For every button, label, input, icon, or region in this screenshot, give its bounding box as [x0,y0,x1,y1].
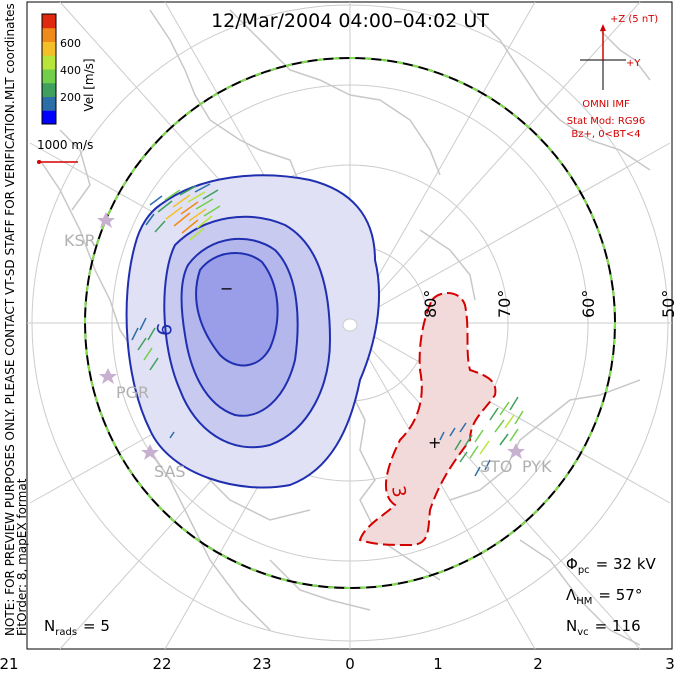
coordinate-system-label: MLT coordinates [3,3,17,100]
imf-condition: Bz+, 0<BT<4 [571,129,640,140]
lat-label-60: 60° [579,290,598,318]
min-potential-mark: − [220,279,233,298]
mlt-tick-22: 22 [152,655,171,673]
imf-y-label: +Y [626,58,641,69]
pole-marker [342,318,358,332]
mlt-tick-1: 1 [433,655,443,673]
radar-site-pyk-marker [507,443,525,459]
contour-label-3: 3 [387,484,410,499]
imf-clock: +Z (5 nT) +Y [580,14,658,90]
colorbar-swatch [42,96,56,111]
lat-label-80: 80° [421,290,440,318]
radar-label-pyk: PYK [522,457,552,476]
colorbar-swatch [42,14,56,29]
contour-label-9: 9 [151,321,177,338]
mlt-tick-3: 3 [665,655,675,673]
hm-boundary-latitude: ΛHM = 57° [566,586,642,607]
lat-label-50: 50° [659,290,678,318]
radar-label-sto: STO [480,457,513,476]
colorbar-swatch [42,27,56,42]
velocity-colorbar [41,13,57,125]
preview-note: NOTE: FOR PREVIEW PURPOSES ONLY. PLEASE … [3,100,17,636]
colorbar-tick-600: 600 [60,37,81,50]
fit-statistics: Φpc = 32 kV ΛHM = 57° Nvc = 116 Nrads = 5 [44,555,657,638]
mlt-axis: 21 22 23 0 1 2 3 [0,655,675,673]
mlt-tick-21: 21 [0,655,19,673]
radar-label-sas: SAS [154,462,186,481]
imf-source: OMNI IMF [582,99,630,110]
page-title: 12/Mar/2004 04:00–04:02 UT [211,10,489,32]
mlt-tick-2: 2 [533,655,543,673]
colorbar-swatch [42,41,56,56]
mlt-tick-0: 0 [345,655,355,673]
imf-info: OMNI IMF Stat Mod: RG96 Bz+, 0<BT<4 [567,99,646,140]
radar-label-ksr: KSR [64,231,96,250]
radar-site-ksr-marker [97,212,115,228]
cross-polar-potential: Φpc = 32 kV [566,555,657,576]
colorbar-tick-200: 200 [60,91,81,104]
vector-scale-label: 1000 m/s [37,138,93,152]
radar-site-sas-marker [141,444,159,460]
stat-model: Stat Mod: RG96 [567,116,646,127]
fit-order-note: FitOrder: 8, mapEX format [15,478,29,636]
radar-sites [97,212,525,460]
hm-boundary [84,57,616,589]
colorbar-swatch [42,69,56,84]
imf-z-label: +Z (5 nT) [610,14,658,25]
radar-label-pgr: PGR [116,383,149,402]
radar-labels: KSR PGR SAS STO PYK [64,231,552,481]
velocity-vectors-dusk [131,183,221,439]
colorbar-swatch [42,55,56,70]
radar-count: Nrads = 5 [44,617,110,638]
positive-convection-cell: 3 + [358,292,497,547]
negative-convection-cell: 9 − [125,174,380,489]
lat-label-70: 70° [495,290,514,318]
mlt-tick-23: 23 [252,655,271,673]
colorbar-tick-400: 400 [60,64,81,77]
vector-count: Nvc = 116 [566,617,641,638]
colorbar-swatch [42,110,56,125]
colorbar-ticks: 600 400 200 [60,37,81,104]
velocity-vectors-dawn [439,396,524,477]
colorbar-label: Vel [m/s] [82,58,96,111]
colorbar-swatch [42,82,56,97]
max-potential-mark: + [428,433,441,452]
radar-site-pgr-marker [99,368,117,384]
colorbar-border [41,13,57,125]
latitude-labels: 80° 70° 60° 50° [421,290,678,318]
